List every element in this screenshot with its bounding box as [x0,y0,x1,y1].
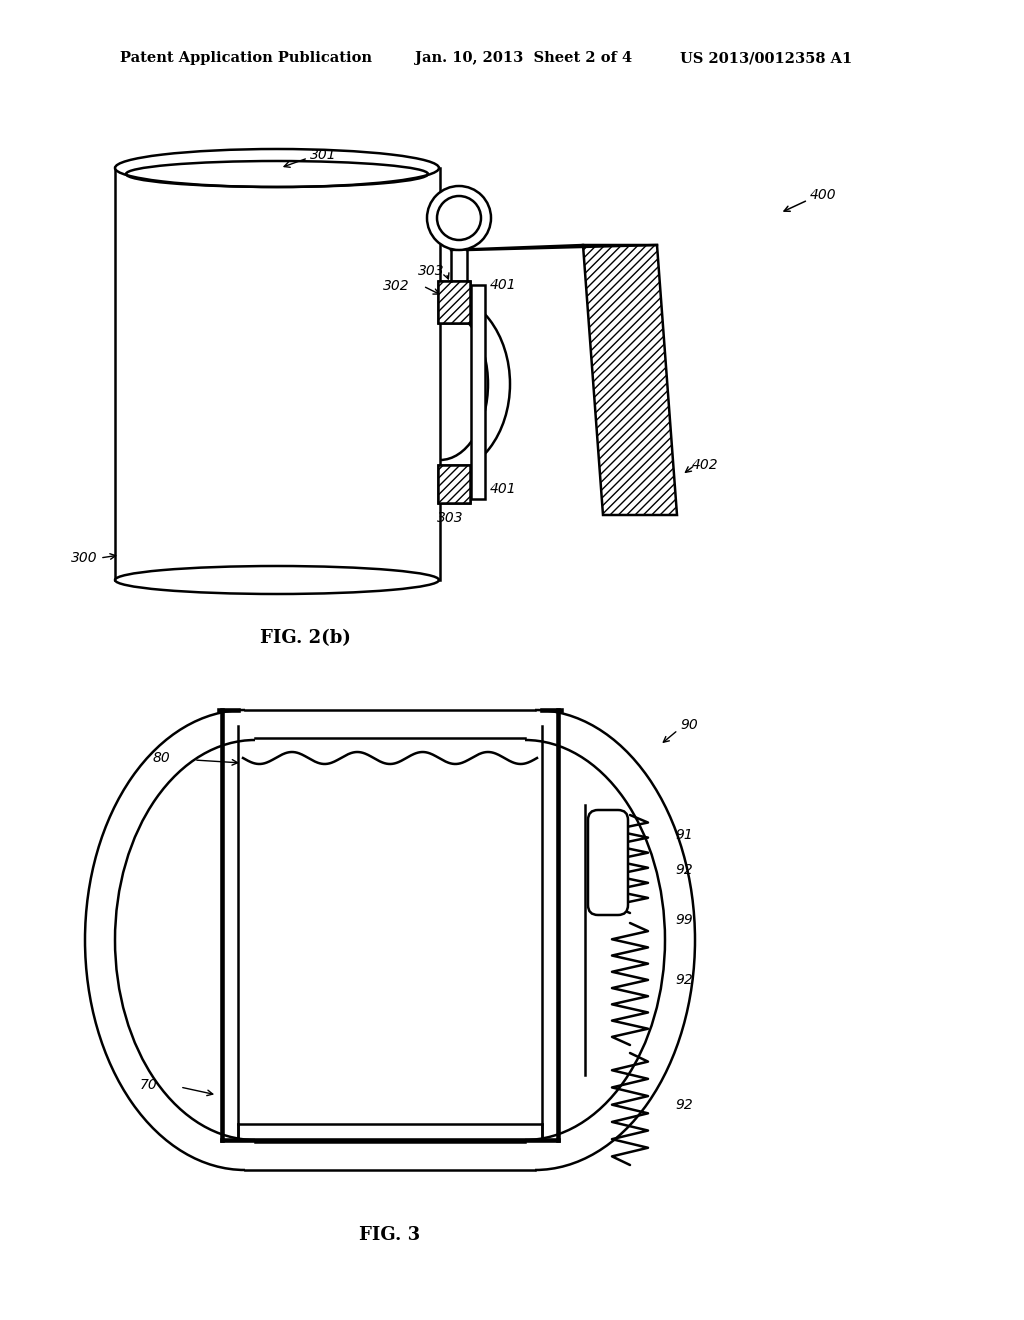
Text: 303: 303 [418,264,444,279]
Text: 92: 92 [675,973,693,987]
FancyBboxPatch shape [588,810,628,915]
Text: FIG. 3: FIG. 3 [359,1226,421,1243]
Polygon shape [438,465,470,503]
Text: 401: 401 [490,279,517,292]
Circle shape [427,186,490,249]
Text: 92: 92 [675,863,693,876]
Text: 70: 70 [139,1078,157,1092]
Polygon shape [438,281,470,323]
Text: 99: 99 [675,913,693,927]
Text: 400: 400 [810,187,837,202]
Text: 92: 92 [675,1098,693,1111]
Polygon shape [471,285,485,499]
Text: 402: 402 [692,458,719,473]
Text: 80: 80 [153,751,170,766]
Text: 401: 401 [490,482,517,496]
Text: FIG. 2(b): FIG. 2(b) [259,630,350,647]
Polygon shape [438,465,470,503]
Text: Jan. 10, 2013  Sheet 2 of 4: Jan. 10, 2013 Sheet 2 of 4 [415,51,632,65]
Polygon shape [583,246,677,515]
Text: 91: 91 [675,828,693,842]
Text: 300: 300 [72,550,98,565]
Text: 90: 90 [680,718,697,733]
Ellipse shape [115,566,439,594]
Text: 301: 301 [310,148,337,162]
Polygon shape [438,281,470,323]
Text: 303: 303 [436,511,463,525]
Text: US 2013/0012358 A1: US 2013/0012358 A1 [680,51,852,65]
Text: Patent Application Publication: Patent Application Publication [120,51,372,65]
Text: 302: 302 [383,279,410,293]
Ellipse shape [115,149,439,187]
